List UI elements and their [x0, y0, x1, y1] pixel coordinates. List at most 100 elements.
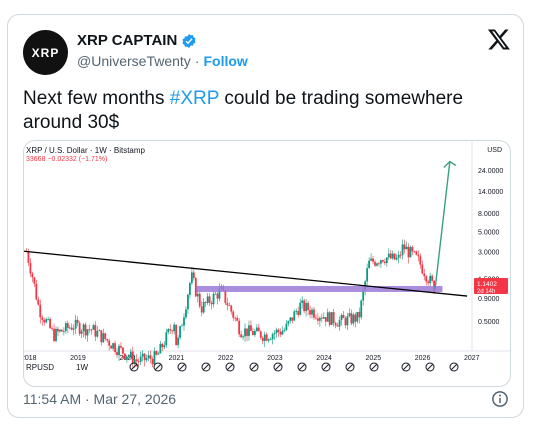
x-tick-label: 2023: [267, 355, 283, 362]
handle[interactable]: @UniverseTwenty: [77, 53, 191, 69]
candle-body: [385, 257, 388, 264]
chart-title: XRP / U.S. Dollar · 1W · Bitstamp: [26, 146, 145, 155]
candle-body: [409, 247, 412, 258]
candle-body: [346, 316, 349, 326]
candle-body: [401, 244, 404, 256]
y-tick-label: 5.0000: [478, 229, 500, 236]
path-icon[interactable]: [225, 362, 235, 372]
candle-body: [291, 317, 294, 321]
candle-body: [411, 247, 414, 252]
candle-body: [350, 313, 353, 324]
x-logo-icon[interactable]: [487, 27, 511, 51]
candle-body: [183, 317, 185, 326]
display-name[interactable]: XRP CAPTAIN: [77, 32, 178, 49]
trend-icon[interactable]: [201, 362, 211, 372]
candle-body: [334, 323, 337, 326]
candle-body: [431, 275, 434, 281]
candle-body: [271, 334, 274, 340]
candle-body: [429, 275, 432, 284]
display-name-row[interactable]: XRP CAPTAIN: [77, 32, 197, 49]
y-tick-label: 24.0000: [478, 168, 503, 175]
fullscreen-icon[interactable]: [449, 362, 459, 372]
candle-body: [137, 361, 140, 362]
candle-body: [242, 336, 244, 338]
position-icon[interactable]: [297, 362, 307, 372]
x-tick-label: 2019: [70, 355, 86, 362]
candle-body: [39, 304, 42, 318]
candle-body: [192, 272, 195, 279]
tweet-text-before: Next few months: [23, 88, 170, 109]
price-tag-value: 1.1402: [477, 281, 497, 288]
candle-body: [399, 254, 402, 256]
pencil-icon[interactable]: [129, 362, 139, 372]
candle-body: [37, 299, 40, 305]
toolbar-interval[interactable]: 1W: [76, 363, 88, 372]
candle-body: [246, 328, 248, 336]
timer-icon[interactable]: [273, 362, 283, 372]
candle-body: [139, 356, 142, 362]
x-tick-label: 2027: [464, 355, 480, 362]
candle-body: [153, 351, 156, 365]
candle-body: [88, 329, 91, 331]
redo-icon[interactable]: [425, 362, 435, 372]
candle-body: [173, 324, 176, 332]
undo-icon[interactable]: [401, 362, 411, 372]
chart-image[interactable]: 24.000014.00008.00005.00003.00001.50000.…: [23, 140, 511, 387]
target-icon[interactable]: [249, 362, 259, 372]
candle-body: [31, 273, 34, 278]
candle-body: [315, 317, 317, 319]
candle-body: [114, 343, 116, 353]
info-icon[interactable]: [491, 390, 509, 408]
candle-body: [53, 328, 55, 341]
candle-body: [167, 329, 170, 333]
candle-body: [311, 309, 313, 315]
candle-body: [358, 311, 361, 318]
candle-body: [82, 324, 85, 332]
candle-body: [226, 302, 229, 306]
candle-body: [147, 355, 150, 359]
candle-body: [100, 330, 103, 343]
price-tag-countdown: 2d 14h: [477, 289, 495, 295]
candle-body: [255, 327, 258, 332]
candle-body: [236, 318, 239, 321]
avatar[interactable]: XRP: [23, 30, 68, 75]
candle-body: [62, 331, 65, 332]
candle-body: [407, 246, 410, 258]
candle-body: [179, 326, 181, 338]
candle-body: [360, 300, 363, 318]
toolbar-symbol[interactable]: RPUSD: [26, 363, 55, 372]
tweet-timestamp[interactable]: 11:54 AM · Mar 27, 2026: [23, 391, 177, 407]
candle-body: [64, 323, 67, 332]
follow-button[interactable]: Follow: [203, 53, 248, 69]
bars-icon[interactable]: [321, 362, 331, 372]
candle-body: [110, 345, 113, 349]
tweet-text-after: could be trading somewhere around 30$: [23, 88, 464, 133]
candle-body: [61, 329, 63, 332]
candle-body: [202, 302, 205, 313]
layers-icon[interactable]: [345, 362, 355, 372]
more-icon[interactable]: [369, 362, 379, 372]
candle-body: [187, 294, 189, 310]
candle-body: [283, 329, 286, 331]
candle-body: [381, 260, 384, 262]
candle-body: [378, 263, 380, 265]
projection-arrow: [434, 161, 451, 290]
candle-body: [279, 331, 282, 335]
price-chart: 24.000014.00008.00005.00003.00001.50000.…: [24, 141, 510, 372]
candle-body: [200, 306, 203, 313]
hashtag-link[interactable]: #XRP: [169, 88, 220, 109]
candle-body: [45, 319, 48, 323]
candle-body: [427, 281, 430, 284]
brush-icon[interactable]: [177, 362, 187, 372]
line-tool-icon[interactable]: [153, 362, 163, 372]
candle-body: [303, 300, 306, 312]
candle-body: [68, 327, 71, 329]
candle-body: [169, 329, 172, 331]
candle-body: [425, 276, 428, 282]
candle-body: [265, 334, 268, 341]
y-tick-label: 0.5000: [478, 319, 500, 326]
candle-body: [76, 319, 79, 323]
candle-body: [49, 318, 51, 329]
candle-body: [405, 246, 408, 250]
candle-body: [374, 261, 376, 266]
